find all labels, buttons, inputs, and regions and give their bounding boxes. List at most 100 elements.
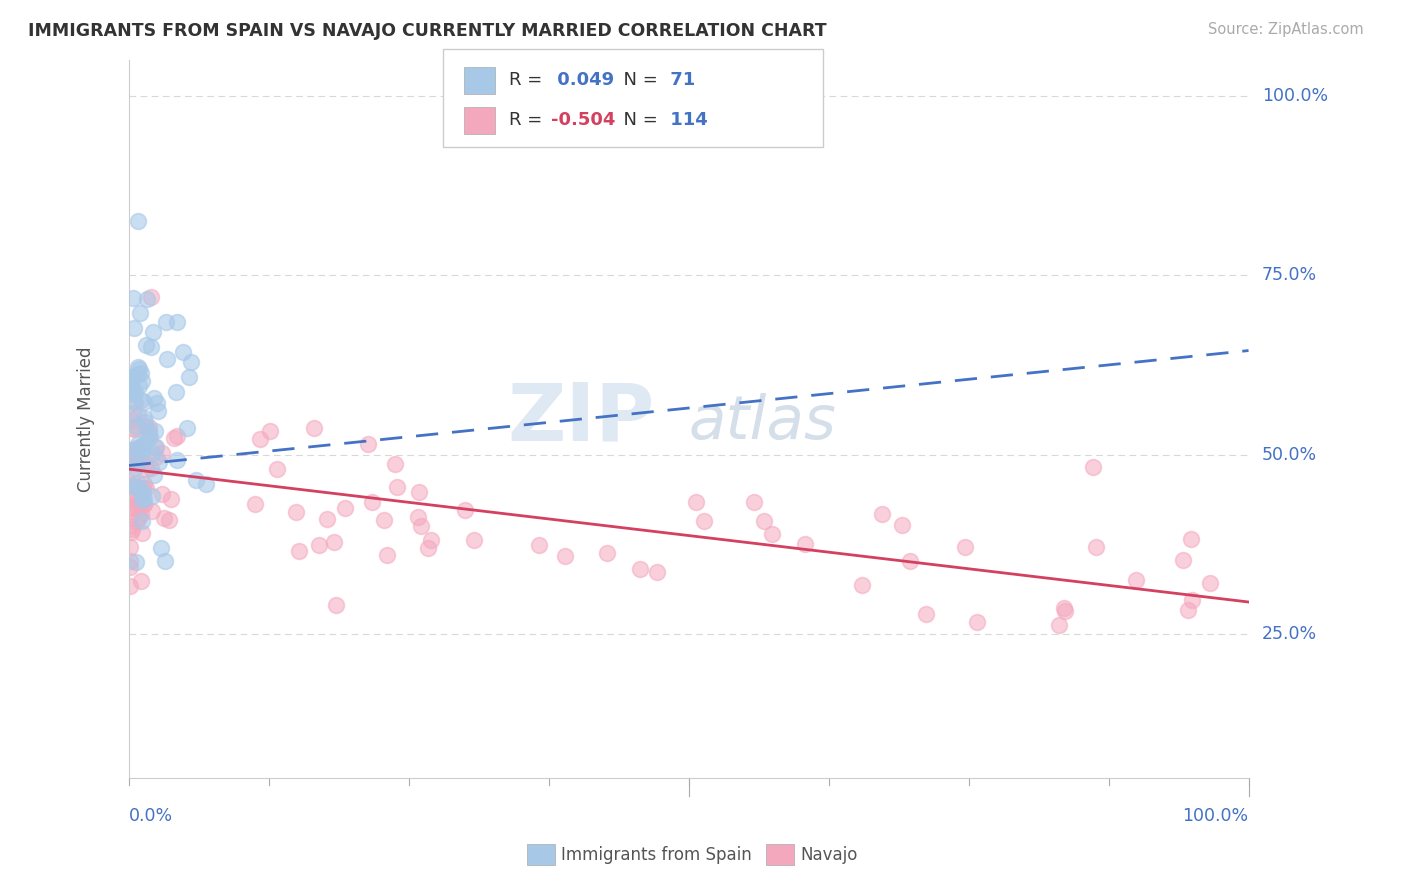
Point	[870, 507, 893, 521]
Point	[628, 562, 651, 576]
Point	[454, 503, 477, 517]
Point	[142, 326, 165, 340]
Point	[129, 483, 152, 497]
Point	[124, 460, 146, 475]
Point	[645, 565, 668, 579]
Point	[249, 432, 271, 446]
Point	[136, 461, 159, 475]
Point	[333, 501, 356, 516]
Point	[124, 385, 146, 400]
Point	[361, 495, 384, 509]
Point	[1180, 533, 1202, 547]
Point	[150, 446, 173, 460]
Point	[131, 446, 153, 460]
Point	[141, 460, 163, 475]
Point	[131, 374, 153, 388]
Point	[180, 355, 202, 369]
Point	[127, 475, 149, 490]
Point	[915, 607, 938, 621]
Point	[125, 419, 148, 434]
Point	[754, 514, 776, 528]
Point	[131, 514, 153, 528]
Point	[128, 456, 150, 470]
Text: IMMIGRANTS FROM SPAIN VS NAVAJO CURRENTLY MARRIED CORRELATION CHART: IMMIGRANTS FROM SPAIN VS NAVAJO CURRENTL…	[28, 22, 827, 40]
Point	[124, 396, 146, 410]
Point	[385, 480, 408, 494]
Point	[125, 452, 148, 467]
Point	[1181, 593, 1204, 607]
Point	[136, 431, 159, 445]
Point	[966, 615, 988, 629]
Text: 100.0%: 100.0%	[1182, 806, 1249, 825]
Point	[685, 495, 707, 509]
Point	[159, 491, 181, 506]
Point	[157, 513, 180, 527]
Point	[129, 496, 152, 510]
Text: 71: 71	[664, 71, 695, 89]
Point	[132, 394, 155, 409]
Point	[118, 442, 141, 457]
Point	[141, 489, 163, 503]
Point	[135, 481, 157, 495]
Point	[127, 436, 149, 450]
Point	[416, 541, 439, 555]
Point	[132, 491, 155, 506]
Point	[143, 424, 166, 438]
Point	[1173, 552, 1195, 566]
Point	[138, 425, 160, 439]
Point	[793, 537, 815, 551]
Point	[127, 367, 149, 381]
Point	[163, 431, 186, 445]
Point	[131, 487, 153, 501]
Point	[131, 492, 153, 507]
Point	[127, 359, 149, 374]
Point	[315, 512, 337, 526]
Point	[1047, 618, 1070, 632]
Point	[120, 378, 142, 392]
Point	[141, 445, 163, 459]
Point	[118, 560, 141, 574]
Point	[1083, 459, 1105, 474]
Text: 50.0%: 50.0%	[1263, 446, 1317, 464]
Point	[139, 340, 162, 354]
Point	[302, 421, 325, 435]
Point	[463, 533, 485, 548]
Text: Immigrants from Spain: Immigrants from Spain	[561, 846, 752, 863]
Text: N =: N =	[612, 71, 664, 89]
Point	[129, 574, 152, 588]
Point	[138, 428, 160, 442]
Point	[120, 447, 142, 461]
Text: R =: R =	[509, 112, 548, 129]
Point	[118, 554, 141, 568]
Point	[128, 379, 150, 393]
Point	[527, 538, 550, 552]
Point	[554, 549, 576, 564]
Text: Currently Married: Currently Married	[77, 346, 96, 491]
Point	[118, 370, 141, 384]
Point	[118, 374, 141, 388]
Point	[121, 448, 143, 462]
Point	[408, 484, 430, 499]
Point	[148, 455, 170, 469]
Point	[122, 422, 145, 436]
Point	[166, 315, 188, 329]
Point	[124, 556, 146, 570]
Point	[121, 406, 143, 420]
Point	[125, 449, 148, 463]
Point	[384, 457, 406, 471]
Point	[122, 386, 145, 401]
Point	[742, 494, 765, 508]
Text: Source: ZipAtlas.com: Source: ZipAtlas.com	[1208, 22, 1364, 37]
Point	[121, 501, 143, 516]
Point	[127, 409, 149, 423]
Point	[266, 461, 288, 475]
Point	[409, 518, 432, 533]
Point	[135, 337, 157, 351]
Point	[145, 396, 167, 410]
Point	[166, 453, 188, 467]
Point	[1199, 576, 1222, 591]
Point	[121, 380, 143, 394]
Point	[761, 526, 783, 541]
Point	[118, 540, 141, 554]
Point	[129, 306, 152, 320]
